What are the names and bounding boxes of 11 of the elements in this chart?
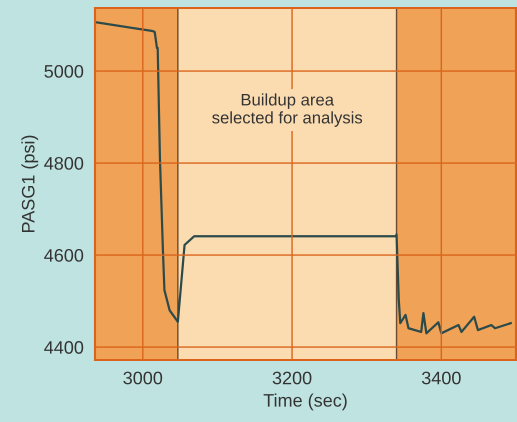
x-tick-label: 3200 [272, 372, 312, 384]
y-tick-label: 5000 [44, 64, 84, 78]
x-axis-title: Time (sec) [264, 394, 347, 410]
y-tick-label: 4600 [44, 249, 84, 262]
band-label: Buildup area selected for analysis [212, 93, 362, 127]
y-axis-title: PASG1 (psi) [21, 136, 38, 232]
y-tick-label: 4400 [44, 341, 84, 354]
y-tick-label: 4800 [44, 157, 84, 170]
line-series [95, 21, 512, 334]
x-tick-label: 3000 [123, 372, 162, 384]
x-tick-label: 3400 [422, 372, 461, 384]
